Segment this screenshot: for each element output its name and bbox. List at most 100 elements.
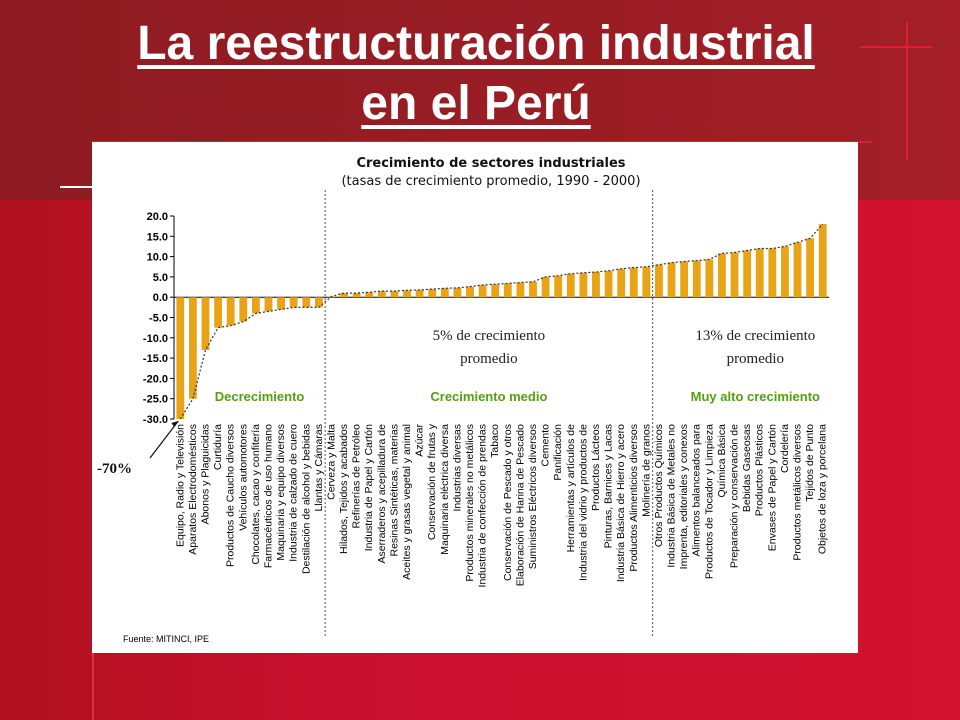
bar — [503, 283, 512, 298]
x-tick-label: Envases de Papel y Cartón — [766, 424, 778, 551]
bar — [680, 261, 689, 298]
bar — [201, 297, 210, 350]
x-tick-label: Industria Básica de Hierro y acero — [615, 424, 627, 582]
x-tick-label: Herramientas y artículos de — [565, 424, 577, 553]
x-tick-label: Imprenta, editoriales y conexos — [678, 424, 690, 569]
y-tick-label: 5.0 — [153, 272, 168, 284]
x-tick-label: Tabaco — [489, 424, 501, 458]
x-tick-label: Suministros Eléctricos diversos — [527, 424, 539, 569]
x-tick-label: Aserraderos y acepilladura de — [376, 424, 388, 564]
x-tick-label: Preparación y conservación de — [729, 424, 741, 568]
trend-line — [179, 223, 824, 420]
x-tick-label: Tejidos de Punto — [804, 424, 816, 502]
x-tick-label: Bebidas Gaseosas — [741, 424, 753, 512]
bar — [592, 272, 600, 298]
x-tick-label: Maquinaria eléctrica diversa — [439, 424, 451, 555]
bar — [491, 284, 500, 298]
bar — [730, 252, 739, 298]
bar — [390, 291, 399, 298]
chart-panel — [92, 142, 858, 653]
x-tick-label: Industria de Papel y Cartón — [363, 424, 375, 551]
slide-title-line2: en el Perú — [361, 77, 591, 130]
bar — [251, 297, 260, 314]
bar — [554, 275, 563, 298]
x-tick-label: Conservación de Pescado y otros — [502, 424, 514, 581]
y-tick-label: -10.0 — [143, 333, 168, 345]
bar — [365, 292, 374, 298]
x-tick-label: Conservación de frutas y — [426, 423, 438, 540]
y-tick-label: -5.0 — [149, 313, 168, 325]
y-tick-label: -20.0 — [143, 373, 168, 385]
bar — [529, 281, 537, 298]
bar — [541, 276, 550, 298]
zone-note: promedio — [727, 351, 785, 367]
bar — [415, 289, 424, 298]
x-tick-label: Azúcar — [414, 424, 426, 457]
chart-title: Crecimiento de sectores industriales — [356, 156, 626, 171]
y-tick-label: 20.0 — [147, 211, 168, 223]
zone-note: promedio — [460, 351, 518, 367]
bar — [617, 268, 626, 298]
bar — [377, 291, 386, 298]
bar — [818, 224, 827, 298]
bar — [743, 250, 752, 298]
bar — [793, 242, 802, 298]
x-tick-label: Destilación de alcohol y bebidas — [300, 424, 312, 574]
bar — [604, 270, 613, 298]
deco-line-top-h — [860, 46, 932, 48]
bar — [403, 290, 411, 298]
x-tick-label: Productos de Tocador y Limpieza — [703, 424, 715, 579]
bar — [277, 297, 285, 310]
x-tick-label: Productos Lácteos — [590, 424, 602, 511]
zone-note: 13% de crecimiento — [695, 328, 815, 344]
bar — [705, 259, 714, 298]
y-tick-label: 10.0 — [147, 252, 168, 264]
x-tick-label: Industria de confección de prendas — [477, 424, 489, 587]
x-tick-label: Objetos de loza y porcelana — [817, 424, 829, 554]
x-tick-label: Panificación — [552, 424, 564, 481]
annotation-arrow — [149, 420, 179, 459]
y-tick-label: -30.0 — [143, 414, 168, 426]
x-tick-label: Aceites y grasas vegetal y animal — [401, 424, 413, 580]
slide-title: La reestructuración industrial en el Per… — [0, 14, 952, 134]
bar — [579, 272, 588, 298]
bar — [428, 289, 437, 298]
zone-label: Muy alto crecimiento — [691, 389, 820, 404]
annotation-label: -70% — [97, 461, 132, 477]
x-tick-label: Chocolates, cacao y confitería — [250, 424, 262, 565]
x-tick-label: Farmacéuticos de uso humano — [262, 424, 274, 568]
x-tick-label: Cerveza y Malta — [325, 424, 337, 500]
bar — [314, 297, 323, 308]
zone-label: Decrecimiento — [215, 389, 305, 404]
bar — [188, 297, 197, 399]
zone-label: Crecimiento medio — [430, 389, 547, 404]
x-tick-label: Productos Alimenticios diversos — [628, 424, 640, 572]
source-note: Fuente: MITINCI, IPE — [123, 634, 210, 644]
bar — [692, 260, 701, 298]
x-tick-label: Industrias diversas — [451, 424, 463, 512]
bar — [440, 288, 449, 298]
bar — [453, 287, 462, 298]
bar — [340, 293, 348, 298]
x-tick-label: Alimentos balanceados para — [691, 424, 703, 557]
x-tick-label: Productos de Caucho diversos — [225, 424, 237, 567]
bar — [466, 286, 474, 298]
x-tick-label: Industria Básica de Metales no — [666, 424, 678, 568]
bar — [352, 293, 361, 298]
bar — [302, 297, 311, 308]
x-tick-label: Productos minerales no metálicos — [464, 424, 476, 582]
zone-note: 5% de crecimiento — [433, 328, 545, 344]
bar — [781, 246, 789, 298]
x-tick-label: Llantas y Cámaras — [313, 424, 325, 512]
x-tick-label: Cemento — [540, 424, 552, 467]
bar — [667, 262, 676, 298]
x-tick-label: Productos metálicos diversos — [792, 424, 804, 561]
x-tick-label: Química Básica — [716, 424, 728, 498]
x-tick-label: Cordelería — [779, 424, 791, 473]
y-tick-label: 0.0 — [153, 292, 168, 304]
x-tick-label: Industria de calzado de cuero — [288, 424, 300, 562]
x-tick-label: Maquinaria y equipo diversos — [275, 424, 287, 561]
bar — [642, 266, 651, 298]
bar — [226, 297, 235, 326]
x-tick-label: Vehículos automotores — [237, 424, 249, 531]
